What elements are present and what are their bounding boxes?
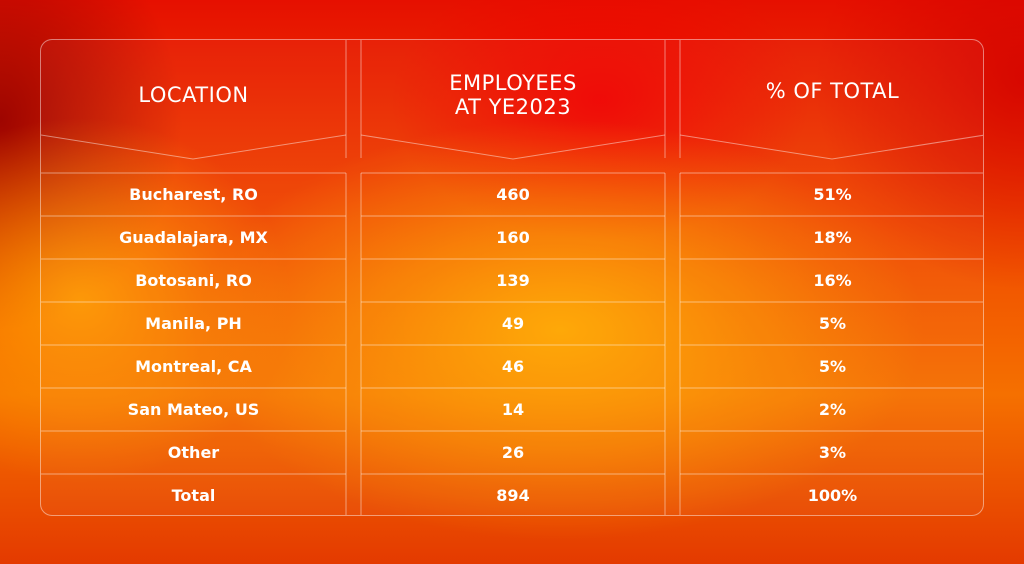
employees-cell: 139 xyxy=(496,271,530,290)
header-percent-label: % OF TOTAL xyxy=(765,79,900,103)
header-chevron-employees xyxy=(360,134,666,160)
employees-cell: 26 xyxy=(501,443,525,462)
table-row: Bucharest, RO 460 51% xyxy=(41,173,983,216)
location-cell: Botosani, RO xyxy=(135,271,252,290)
employees-cell: 894 xyxy=(496,486,530,505)
table-grid-lines xyxy=(41,40,983,515)
employee-location-table: LOCATION EMPLOYEES AT YE2023 % OF TOTAL … xyxy=(40,39,984,516)
employees-cell: 460 xyxy=(496,185,530,204)
location-cell: San Mateo, US xyxy=(127,400,260,419)
table-row: Guadalajara, MX 160 18% xyxy=(41,216,983,259)
percent-cell: 18% xyxy=(813,228,852,247)
header-percent: % OF TOTAL xyxy=(680,40,983,150)
header-location-label: LOCATION xyxy=(138,83,249,107)
percent-cell: 3% xyxy=(818,443,847,462)
location-cell: Bucharest, RO xyxy=(129,185,258,204)
header-employees: EMPLOYEES AT YE2023 xyxy=(361,40,665,150)
location-cell: Montreal, CA xyxy=(135,357,252,376)
employees-cell: 46 xyxy=(501,357,525,376)
employees-cell: 160 xyxy=(496,228,530,247)
percent-cell: 51% xyxy=(813,185,852,204)
percent-cell: 16% xyxy=(813,271,852,290)
employees-cell: 14 xyxy=(501,400,525,419)
header-chevron-percent xyxy=(679,134,983,160)
table-row: Total 894 100% xyxy=(41,474,983,515)
location-cell: Manila, PH xyxy=(145,314,242,333)
table-row: Montreal, CA 46 5% xyxy=(41,345,983,388)
table-row: San Mateo, US 14 2% xyxy=(41,388,983,431)
employees-cell: 49 xyxy=(501,314,525,333)
location-cell: Total xyxy=(171,486,216,505)
percent-cell: 100% xyxy=(807,486,858,505)
location-cell: Other xyxy=(167,443,220,462)
header-location: LOCATION xyxy=(41,40,346,150)
percent-cell: 5% xyxy=(818,357,847,376)
header-employees-line1: EMPLOYEES xyxy=(449,71,577,95)
location-cell: Guadalajara, MX xyxy=(119,228,268,247)
header-employees-line2: AT YE2023 xyxy=(454,95,572,119)
table-row: Botosani, RO 139 16% xyxy=(41,259,983,302)
percent-cell: 5% xyxy=(818,314,847,333)
table-row: Other 26 3% xyxy=(41,431,983,474)
table-row: Manila, PH 49 5% xyxy=(41,302,983,345)
header-chevron-location xyxy=(41,134,347,160)
percent-cell: 2% xyxy=(818,400,847,419)
